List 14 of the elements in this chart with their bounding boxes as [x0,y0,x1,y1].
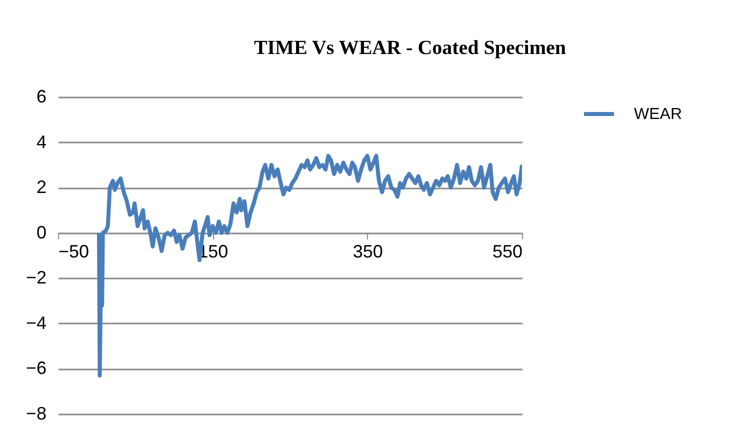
legend-label: WEAR [634,106,682,123]
y-tick-label: −2 [26,268,46,288]
y-tick-label: 2 [36,177,46,198]
line-series [96,154,522,378]
y-tick-label: −4 [26,312,46,333]
y-tick-label: −8 [26,404,46,424]
x-tick-label: −50 [58,241,90,262]
y-tick-label: −6 [26,358,46,378]
x-tick-label: 350 [352,241,383,262]
x-tick-label: 550 [492,241,522,262]
y-tick-label: 6 [36,86,46,106]
chart-title: TIME Vs WEAR - Coated Specimen [254,37,566,59]
y-tick-label: 0 [36,222,46,242]
y-tick-label: 4 [36,132,46,152]
